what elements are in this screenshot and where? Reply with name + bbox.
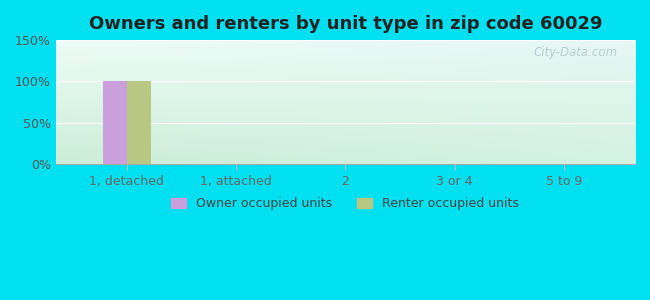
Text: City-Data.com: City-Data.com bbox=[534, 46, 618, 59]
Bar bbox=[127, 82, 151, 164]
Legend: Owner occupied units, Renter occupied units: Owner occupied units, Renter occupied un… bbox=[172, 197, 519, 210]
Title: Owners and renters by unit type in zip code 60029: Owners and renters by unit type in zip c… bbox=[88, 15, 602, 33]
Bar bbox=[103, 82, 127, 164]
